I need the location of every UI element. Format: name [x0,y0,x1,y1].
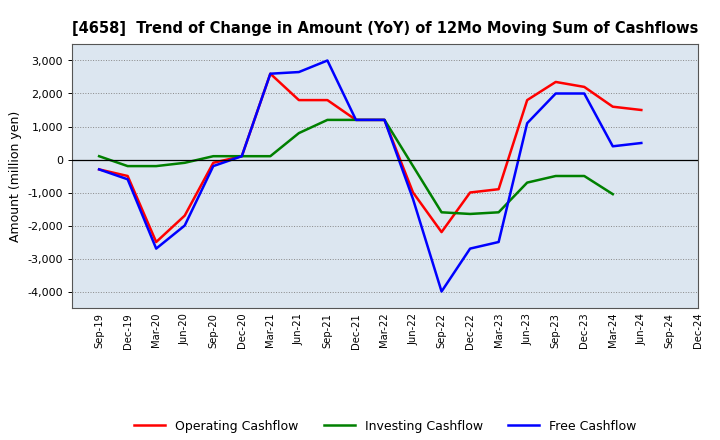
Investing Cashflow [608,191,617,197]
Operating Cashflow [238,154,246,159]
Free Cashflow [495,239,503,245]
Free Cashflow [266,71,274,77]
Operating Cashflow [351,117,360,122]
Investing Cashflow [266,154,274,159]
Operating Cashflow [294,97,303,103]
Free Cashflow [181,223,189,228]
Investing Cashflow [380,117,389,122]
Free Cashflow [123,177,132,182]
Line: Investing Cashflow: Investing Cashflow [99,120,613,214]
Free Cashflow [323,58,332,63]
Free Cashflow [580,91,588,96]
Operating Cashflow [323,97,332,103]
Operating Cashflow [552,79,560,84]
Free Cashflow [437,289,446,294]
Free Cashflow [209,164,217,169]
Legend: Operating Cashflow, Investing Cashflow, Free Cashflow: Operating Cashflow, Investing Cashflow, … [129,414,642,437]
Investing Cashflow [152,164,161,169]
Free Cashflow [380,117,389,122]
Operating Cashflow [181,213,189,218]
Investing Cashflow [580,173,588,179]
Investing Cashflow [294,131,303,136]
Investing Cashflow [181,160,189,165]
Investing Cashflow [95,154,104,159]
Investing Cashflow [323,117,332,122]
Operating Cashflow [580,84,588,90]
Investing Cashflow [351,117,360,122]
Free Cashflow [351,117,360,122]
Line: Free Cashflow: Free Cashflow [99,61,642,292]
Free Cashflow [294,70,303,75]
Investing Cashflow [437,210,446,215]
Investing Cashflow [466,211,474,216]
Operating Cashflow [466,190,474,195]
Operating Cashflow [409,190,418,195]
Free Cashflow [552,91,560,96]
Investing Cashflow [552,173,560,179]
Operating Cashflow [95,167,104,172]
Investing Cashflow [409,164,418,169]
Free Cashflow [238,154,246,159]
Investing Cashflow [209,154,217,159]
Investing Cashflow [123,164,132,169]
Operating Cashflow [380,117,389,122]
Operating Cashflow [495,187,503,192]
Free Cashflow [608,143,617,149]
Free Cashflow [466,246,474,251]
Investing Cashflow [238,154,246,159]
Operating Cashflow [437,230,446,235]
Free Cashflow [523,121,531,126]
Free Cashflow [637,140,646,146]
Investing Cashflow [523,180,531,185]
Operating Cashflow [637,107,646,113]
Title: [4658]  Trend of Change in Amount (YoY) of 12Mo Moving Sum of Cashflows: [4658] Trend of Change in Amount (YoY) o… [72,21,698,36]
Operating Cashflow [123,173,132,179]
Free Cashflow [409,197,418,202]
Operating Cashflow [266,71,274,77]
Operating Cashflow [523,97,531,103]
Free Cashflow [152,246,161,251]
Y-axis label: Amount (million yen): Amount (million yen) [9,110,22,242]
Free Cashflow [95,167,104,172]
Line: Operating Cashflow: Operating Cashflow [99,73,642,242]
Investing Cashflow [495,210,503,215]
Operating Cashflow [608,104,617,110]
Operating Cashflow [152,239,161,245]
Operating Cashflow [209,160,217,165]
